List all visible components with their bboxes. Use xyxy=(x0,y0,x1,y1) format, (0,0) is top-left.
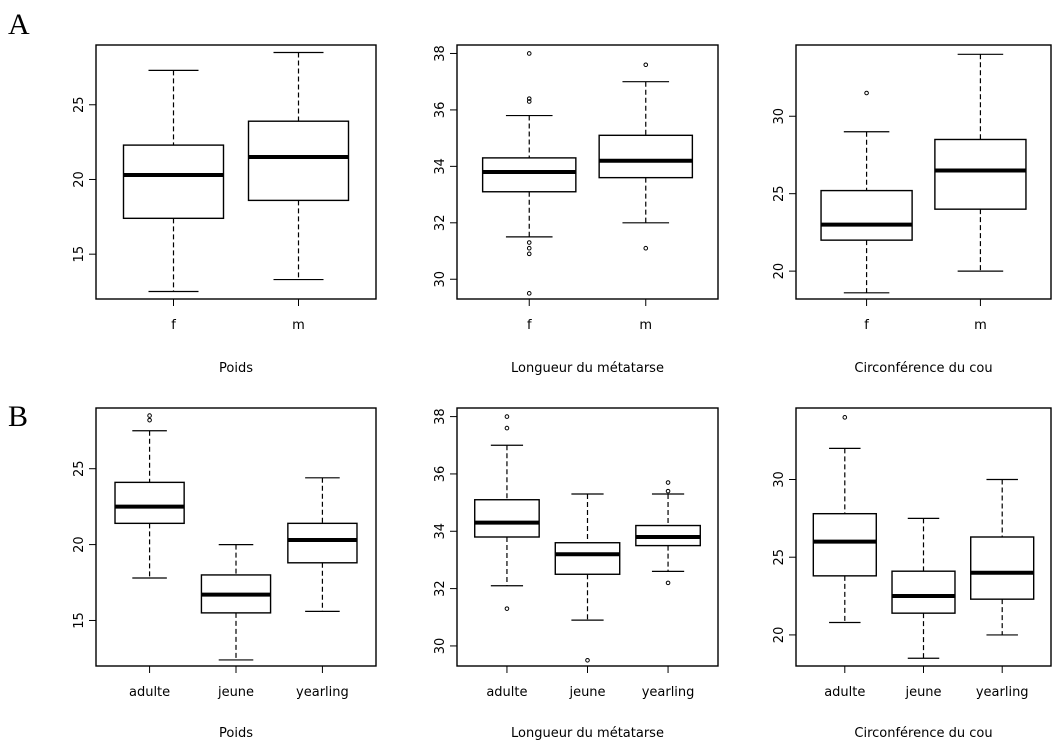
y-tick-label: 38 xyxy=(433,45,448,62)
x-axis-label: Longueur du métatarse xyxy=(511,361,664,376)
boxplot-3: 20 25 30 f m Circonférence du cou xyxy=(772,44,1052,376)
outlier-point xyxy=(665,480,671,485)
x-axis-label: Circonférence du cou xyxy=(854,361,992,376)
x-tick-label: m xyxy=(292,318,305,333)
box-jeune xyxy=(554,542,621,575)
y-tick-label: 32 xyxy=(433,215,448,232)
outlier-point xyxy=(526,245,532,251)
box-adulte xyxy=(114,481,185,525)
x-tick-label: adulte xyxy=(129,685,170,700)
x-axis-label: Longueur du métatarse xyxy=(511,726,664,741)
x-tick-label: yearling xyxy=(296,685,349,700)
x-tick-label: adulte xyxy=(486,685,527,700)
outlier-point xyxy=(643,245,649,251)
y-tick-label: 30 xyxy=(772,108,787,125)
y-tick-label: 30 xyxy=(772,471,787,488)
outlier-point xyxy=(147,413,152,418)
y-tick-label: 36 xyxy=(433,466,448,483)
x-tick-label: f xyxy=(864,318,869,333)
y-tick-label: 32 xyxy=(433,580,448,597)
outlier-point xyxy=(526,251,532,257)
y-tick-label: 30 xyxy=(433,638,448,655)
x-tick-label: jeune xyxy=(217,685,254,700)
y-tick-label: 25 xyxy=(72,460,87,477)
x-tick-label: f xyxy=(527,318,532,333)
box-m xyxy=(598,134,694,179)
box-yearling xyxy=(970,536,1035,600)
panel-label-b: B xyxy=(8,400,28,433)
y-tick-label: 34 xyxy=(433,158,448,175)
box-f xyxy=(481,157,577,193)
box-f xyxy=(820,189,913,241)
outlier-point xyxy=(643,62,649,68)
plot-frame xyxy=(456,44,719,300)
panel-label-a: A xyxy=(8,8,30,41)
box-m xyxy=(934,138,1027,210)
x-tick-label: jeune xyxy=(904,685,941,700)
x-axis-label: Poids xyxy=(219,726,253,741)
y-tick-label: 20 xyxy=(772,627,787,644)
x-tick-label: jeune xyxy=(568,685,605,700)
y-tick-label: 20 xyxy=(72,536,87,553)
outlier-point xyxy=(147,417,152,423)
y-tick-label: 25 xyxy=(72,96,87,113)
outlier-point xyxy=(585,657,590,663)
outlier-point xyxy=(504,606,510,611)
boxplot-4: 15 20 25 adulte jeune yearling Poids xyxy=(72,407,377,741)
y-tick-label: 20 xyxy=(72,171,87,188)
outlier-point xyxy=(842,415,848,420)
y-tick-label: 25 xyxy=(772,549,787,566)
outlier-point xyxy=(526,51,532,56)
y-tick-label: 30 xyxy=(433,271,448,288)
outlier-point xyxy=(864,90,869,96)
box-adulte xyxy=(474,499,540,538)
y-tick-label: 34 xyxy=(433,523,448,540)
y-tick-label: 36 xyxy=(433,102,448,119)
boxplot-5: 30 32 34 36 38 adulte jeune yearling Longueur du… xyxy=(433,407,719,741)
x-tick-label: m xyxy=(639,318,652,333)
boxplot-1: 15 20 25 f m Poids xyxy=(72,44,377,376)
box-f xyxy=(122,144,225,220)
outlier-point xyxy=(526,96,532,101)
y-tick-label: 25 xyxy=(772,185,787,202)
box-adulte xyxy=(812,512,877,577)
x-tick-label: yearling xyxy=(976,685,1029,700)
outlier-point xyxy=(504,414,510,419)
outlier-point xyxy=(665,580,671,586)
y-tick-label: 38 xyxy=(433,408,448,425)
x-axis-label: Poids xyxy=(219,361,253,376)
plots-group: 15 20 25 f m Poids 30 32 34 36 38 f m Longueur du mét… xyxy=(72,44,1052,741)
y-tick-label: 20 xyxy=(772,263,787,280)
box-jeune xyxy=(891,570,956,614)
boxplot-6: 20 25 30 adulte jeune yearling Circonférence d… xyxy=(772,407,1052,741)
box-yearling xyxy=(287,522,358,564)
box-m xyxy=(247,120,350,202)
outlier-point xyxy=(665,488,671,494)
plot-frame xyxy=(95,44,377,300)
y-tick-label: 15 xyxy=(72,246,87,263)
outlier-point xyxy=(504,425,510,431)
y-tick-label: 15 xyxy=(72,612,87,629)
outlier-point xyxy=(526,240,532,245)
boxplot-2: 30 32 34 36 38 f m Longueur du métatarse xyxy=(433,44,719,376)
x-tick-label: m xyxy=(974,318,987,333)
x-tick-label: adulte xyxy=(824,685,865,700)
x-tick-label: yearling xyxy=(642,685,695,700)
x-tick-label: f xyxy=(171,318,176,333)
outlier-point xyxy=(526,99,532,104)
x-axis-label: Circonférence du cou xyxy=(854,726,992,741)
plot-frame xyxy=(795,44,1052,300)
outlier-point xyxy=(526,291,532,296)
